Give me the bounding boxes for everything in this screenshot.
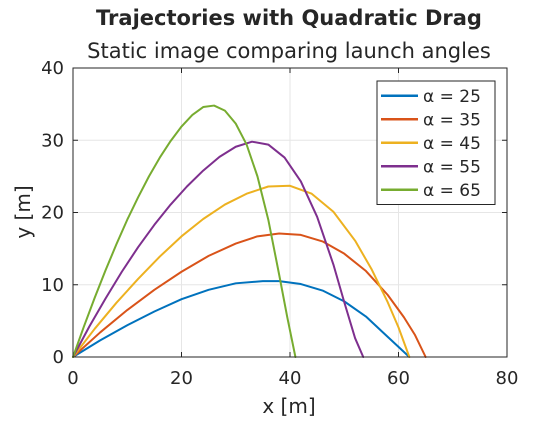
chart-title: Trajectories with Quadratic Drag [96,6,482,30]
axes [72,67,508,358]
x-tick-label: 80 [496,368,519,389]
series-line-1 [72,280,411,358]
series-line-2 [72,232,427,358]
y-tick-label: 10 [41,275,64,296]
y-tick-label: 20 [41,203,64,224]
x-axis-label: x [m] [262,394,315,418]
legend-label-1: α = 25 [423,87,481,107]
series-line-4 [72,140,365,358]
x-tick-label: 60 [387,368,410,389]
x-tick-label: 0 [67,368,78,389]
series-line-3 [72,184,411,358]
series-line-5 [72,104,297,358]
y-tick-label: 30 [41,130,64,151]
y-axis-label: y [m] [11,185,35,238]
x-tick-label: 20 [170,368,193,389]
series-lines [72,104,427,358]
legend-label-2: α = 35 [423,110,481,130]
y-tick-label: 0 [53,347,64,368]
x-tick-label: 40 [279,368,302,389]
legend-label-3: α = 45 [423,134,481,154]
legend: α = 25 α = 35 α = 45 α = 55 α = 65 [376,80,496,205]
y-tick-label: 40 [41,58,64,79]
tick-labels: 0 20 40 60 80 0 10 20 30 40 [41,58,518,389]
chart-subtitle: Static image comparing launch angles [87,39,491,63]
legend-label-5: α = 65 [423,181,481,201]
legend-label-4: α = 55 [423,157,481,177]
